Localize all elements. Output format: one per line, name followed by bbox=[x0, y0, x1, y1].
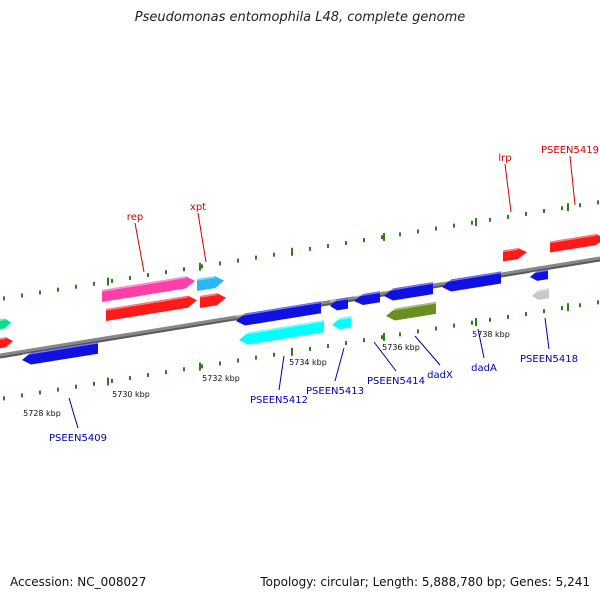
gene-dada bbox=[442, 271, 501, 292]
leader-line bbox=[569, 155, 576, 206]
leader-line bbox=[197, 212, 207, 263]
gene-partial-left-red bbox=[0, 337, 13, 349]
gene-dadx-top-highlight bbox=[383, 282, 434, 292]
gene-pseen5412-top bbox=[236, 301, 321, 326]
gene-xpt-bottom-highlight bbox=[199, 293, 218, 298]
gene-rep-bottom-highlight bbox=[105, 296, 189, 311]
scale-tick-label: 5730 kbp bbox=[112, 390, 150, 399]
gene-label-pseen5412: PSEEN5412 bbox=[250, 395, 308, 406]
gene-label-pseen5414: PSEEN5414 bbox=[367, 376, 425, 387]
gene-pseen5418-top bbox=[530, 269, 548, 281]
map-title: Pseudomonas entomophila L48, complete ge… bbox=[134, 10, 466, 25]
scale-tick-label: 5732 kbp bbox=[202, 374, 240, 383]
scale-tick-label: 5728 kbp bbox=[23, 409, 61, 418]
gene-pseen5412-bottom-highlight bbox=[238, 320, 325, 336]
gene-label-pseen5418: PSEEN5418 bbox=[520, 354, 578, 365]
gene-label-pseen5413: PSEEN5413 bbox=[306, 386, 364, 397]
leader-line bbox=[477, 328, 485, 359]
gene-pseen5419-highlight bbox=[549, 234, 597, 244]
gene-pseen5418-top-highlight bbox=[529, 269, 549, 274]
gene-pseen5409 bbox=[22, 341, 98, 365]
gene-pseen5419 bbox=[550, 234, 600, 253]
leader-line bbox=[414, 335, 441, 366]
leader-line bbox=[278, 355, 285, 391]
scale-tick-label: 5736 kbp bbox=[382, 343, 420, 352]
gene-lrp bbox=[503, 248, 527, 262]
gene-rep-top-highlight bbox=[101, 276, 187, 292]
gene-pseen5414 bbox=[354, 291, 380, 306]
gene-dadx-bottom bbox=[386, 301, 436, 321]
gene-pseen5409-highlight bbox=[21, 341, 99, 356]
gene-rep-bottom bbox=[106, 295, 197, 321]
genome-summary-text: Topology: circular; Length: 5,888,780 bp… bbox=[260, 575, 590, 589]
gene-label-pseen5409: PSEEN5409 bbox=[49, 433, 107, 444]
gene-xpt-top bbox=[197, 276, 224, 291]
gene-pseen5412-bottom bbox=[239, 320, 324, 345]
leader-line bbox=[134, 222, 145, 273]
gene-lrp-highlight bbox=[502, 248, 519, 253]
gene-partial-left-green bbox=[0, 318, 11, 330]
leader-line bbox=[544, 317, 550, 350]
accession-text: Accession: NC_008027 bbox=[10, 575, 147, 589]
gene-dada-highlight bbox=[441, 271, 502, 283]
gene-pseen5418-bottom-highlight bbox=[531, 288, 550, 293]
gene-label-lrp: lrp bbox=[498, 153, 511, 164]
leader-line bbox=[334, 347, 345, 382]
gene-rep-top bbox=[102, 276, 195, 302]
gene-label-pseen5419: PSEEN5419 bbox=[541, 145, 599, 156]
gene-label-xpt: xpt bbox=[190, 202, 206, 213]
scale-tick-label: 5738 kbp bbox=[472, 330, 510, 339]
gene-pseen5414-highlight bbox=[353, 291, 381, 298]
gene-xpt-top-highlight bbox=[196, 276, 216, 281]
gene-dadx-top bbox=[384, 282, 433, 301]
gene-pseen5413-top-highlight bbox=[329, 297, 349, 303]
gene-partial-left-red-highlight bbox=[0, 337, 6, 340]
gene-label-dada: dadA bbox=[471, 363, 497, 374]
gene-label-rep: rep bbox=[127, 212, 143, 223]
gene-xpt-bottom bbox=[200, 293, 226, 308]
gene-pseen5413-bottom-highlight bbox=[331, 316, 352, 322]
scale-tick-label: 5734 kbp bbox=[289, 358, 327, 367]
gene-dadx-bottom-highlight bbox=[385, 302, 437, 312]
gene-label-dadx: dadX bbox=[427, 370, 453, 381]
leader-line bbox=[504, 163, 512, 213]
leader-line bbox=[68, 397, 79, 429]
gene-pseen5418-bottom bbox=[532, 288, 549, 300]
gene-partial-left-green-highlight bbox=[0, 318, 5, 321]
gene-pseen5412-top-highlight bbox=[235, 301, 322, 317]
gene-pseen5413-top bbox=[330, 297, 348, 311]
gene-pseen5413-bottom bbox=[332, 316, 351, 330]
leader-line bbox=[373, 341, 397, 372]
